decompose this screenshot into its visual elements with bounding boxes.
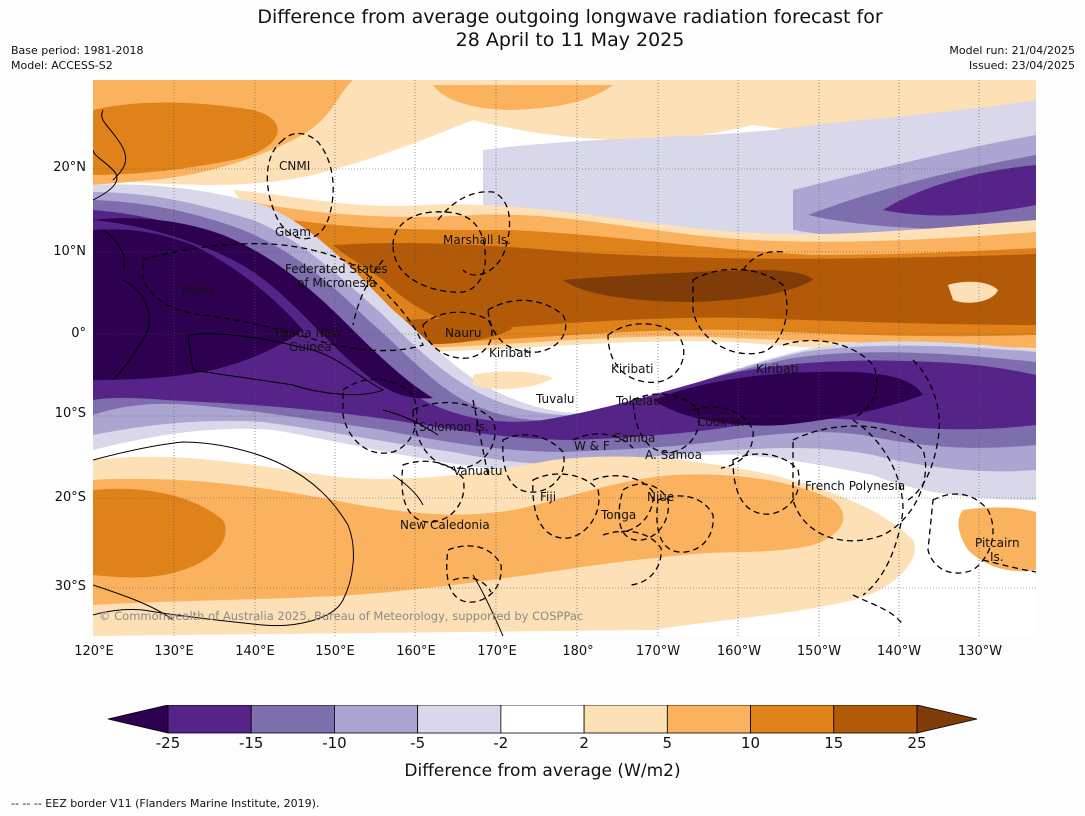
colorbar-segment [417,705,502,734]
colorbar-tick-label: 10 [741,734,761,752]
place-label: Nauru [445,326,481,340]
lat-tick: 10°S [54,406,86,421]
lon-tick: 170°W [635,644,681,659]
place-label: Palau [181,283,213,297]
lon-tick: 140°W [876,644,922,659]
issued-date: Issued: 23/04/2025 [968,59,1075,72]
place-label: Marshall Is. [443,233,511,247]
place-label: Cook Is. [697,415,744,429]
anomaly-orange-patch-east [948,281,998,303]
place-label: Kiribati [756,362,798,376]
title-line-1: Difference from average outgoing longwav… [257,6,883,28]
place-label: Solomon Is. [419,420,489,434]
place-label: Tokelau [615,394,661,408]
lat-tick: 30°S [54,579,86,594]
colorbar-tick-label: -15 [238,734,264,752]
anomaly-north-dark-orange [93,102,278,175]
eez-footnote: -- -- -- EEZ border V11 (Flanders Marine… [11,797,320,810]
lon-tick: 160°E [396,644,436,659]
place-label: Vanuatu [453,464,503,478]
colorbar-segment [750,705,835,734]
colorbar-segment [250,705,335,734]
graticule [93,80,1036,636]
lon-tick: 140°E [235,644,275,659]
colorbar-tick-label: 5 [662,734,673,752]
colorbar-segment [833,705,918,734]
place-label: Fiji [540,490,556,504]
colorbar [107,705,978,734]
colorbar-segment [167,705,252,734]
lat-tick: 20°S [54,490,86,505]
place-label: Kiribati [611,362,653,376]
anomaly-ne-dark-purple [883,165,1036,216]
colorbar-extend-max [916,705,978,734]
coastlines [93,109,504,636]
lon-tick: 170°E [477,644,517,659]
colorbar-tick-label: 25 [907,734,927,752]
lat-tick: 10°N [53,244,86,259]
colorbar-segment [666,705,751,734]
place-label: Samoa [614,431,655,445]
place-label: Niue [647,490,674,504]
copyright-notice: © Commonwealth of Australia 2025, Bureau… [99,609,583,623]
place-labels: CNMI Guam Marshall Is. Federated States … [181,159,1020,564]
colorbar-tick-label: 2 [579,734,589,752]
lon-tick: 150°E [315,644,355,659]
lat-tick: 0° [71,326,86,341]
lon-tick: 150°W [796,644,842,659]
lon-tick: 130°E [154,644,194,659]
colorbar-segment [500,705,585,734]
place-label: Tonga [600,508,636,522]
place-label: New Caledonia [400,518,490,532]
colorbar-tick-label: -5 [410,734,426,752]
colorbar-segment [334,705,419,734]
lat-tick: 20°N [53,160,86,175]
map-panel: CNMI Guam Marshall Is. Federated States … [93,80,1036,636]
colorbar-tick-label: 15 [824,734,844,752]
place-label: Pitcairn [975,536,1020,550]
place-label: Guinea [289,340,332,354]
place-label: Tuvalu [535,392,575,406]
colorbar-tick-label: -10 [322,734,347,752]
place-label: of Micronesia [297,276,377,290]
lon-tick: 160°W [716,644,762,659]
anomaly-equator-darkest-brown [563,269,813,302]
title-line-2: 28 April to 11 May 2025 [455,29,685,51]
anomaly-north-orange-2 [433,85,613,110]
place-label: French Polynesia [805,479,905,493]
anomaly-south-dark-orange [93,488,226,578]
place-label: CNMI [279,159,310,173]
model-run: Model run: 21/04/2025 [949,44,1075,57]
lon-tick: 130°W [957,644,1003,659]
lon-tick: 180° [562,644,594,659]
meta-left: Base period: 1981-2018 Model: ACCESS-S2 [11,43,143,73]
anomaly-pitcairn-orange [958,507,1036,572]
place-label: Kiribati [489,346,531,360]
place-label: W & F [574,439,610,453]
lon-tick: 120°E [74,644,114,659]
eez-borders [142,132,1036,626]
place-label: Papua New [275,326,342,340]
place-label: Guam [275,225,311,239]
anomaly-south-pacific-darkest-purple [653,371,923,426]
place-label: A. Samoa [645,448,702,462]
meta-right: Model run: 21/04/2025 Issued: 23/04/2025 [949,43,1075,73]
map-title: Difference from average outgoing longwav… [0,6,1085,52]
anomaly-tuvalu-orange [473,371,553,390]
colorbar-tick-label: -2 [493,734,509,752]
model-name: Model: ACCESS-S2 [11,59,113,72]
map-svg: CNMI Guam Marshall Is. Federated States … [93,80,1036,636]
place-label: Is. [990,550,1004,564]
anomaly-south-orange [93,474,844,605]
base-period: Base period: 1981-2018 [11,44,144,57]
place-label: Federated States [285,262,387,276]
colorbar-title: Difference from average (W/m2) [404,761,681,781]
colorbar-segment [583,705,668,734]
colorbar-extend-min [107,705,169,734]
colorbar-tick-label: -25 [155,734,181,752]
anomaly-west-darkest-purple [93,218,433,399]
